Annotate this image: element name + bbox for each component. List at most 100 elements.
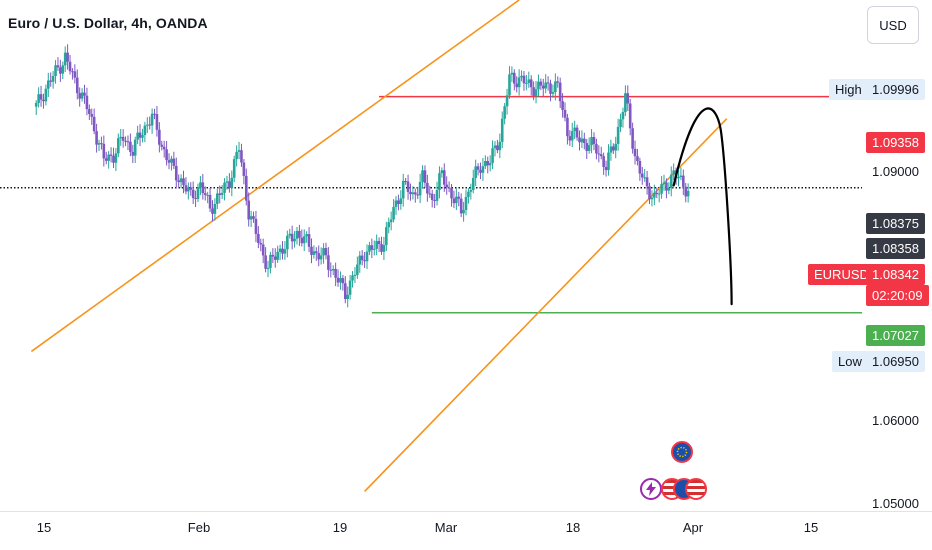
candle-body bbox=[578, 137, 581, 143]
candle-body bbox=[80, 92, 84, 99]
candle-body bbox=[527, 79, 531, 83]
channel-line bbox=[30, 0, 520, 353]
candle-body bbox=[604, 166, 608, 171]
chart-title: Euro / U.S. Dollar, 4h, OANDA bbox=[8, 15, 208, 31]
candle-body bbox=[343, 283, 347, 300]
candle-body bbox=[684, 186, 688, 197]
candle-body bbox=[54, 65, 57, 76]
candle-body bbox=[633, 148, 637, 157]
candle-body bbox=[266, 267, 270, 269]
candle-body bbox=[199, 182, 202, 188]
candle-body bbox=[471, 178, 475, 190]
candle-body bbox=[442, 170, 446, 185]
candle-body bbox=[92, 116, 96, 132]
candle-body bbox=[95, 131, 98, 145]
candle-body bbox=[158, 129, 161, 145]
candle-body bbox=[232, 159, 236, 178]
candle-body bbox=[414, 192, 417, 195]
candle-body bbox=[455, 196, 458, 204]
lightning-event-icon[interactable] bbox=[640, 478, 662, 500]
candle-body bbox=[435, 190, 439, 201]
candle-body bbox=[348, 280, 352, 295]
candle-body bbox=[677, 177, 680, 179]
candle-body bbox=[109, 154, 113, 156]
candle-body bbox=[155, 114, 159, 130]
candle-body bbox=[556, 81, 560, 83]
candle-body bbox=[537, 81, 540, 90]
candle-body bbox=[331, 268, 335, 271]
eu-flag-event-icon[interactable] bbox=[671, 441, 693, 463]
candle-body bbox=[276, 251, 279, 260]
candle-body bbox=[488, 163, 492, 166]
candle-body bbox=[541, 85, 545, 89]
candle-body bbox=[433, 199, 436, 201]
candle-body bbox=[131, 151, 135, 156]
candle-body bbox=[438, 173, 441, 191]
candle-body bbox=[170, 158, 173, 163]
candle-body bbox=[655, 192, 659, 195]
candle-body bbox=[356, 264, 359, 275]
candle-body bbox=[602, 156, 605, 167]
candle-body bbox=[315, 251, 318, 254]
candle-body bbox=[249, 216, 253, 220]
currency-button[interactable]: USD bbox=[867, 6, 919, 44]
candle-body bbox=[500, 118, 504, 142]
candle-body bbox=[286, 235, 289, 250]
candle-body bbox=[624, 93, 627, 113]
candle-body bbox=[141, 135, 144, 138]
candle-body bbox=[208, 194, 212, 209]
candle-body bbox=[631, 128, 634, 149]
candle-body bbox=[353, 274, 357, 276]
candle-body bbox=[102, 143, 106, 159]
candle-body bbox=[177, 180, 180, 183]
candle-body bbox=[520, 75, 523, 78]
candle-body bbox=[257, 233, 260, 243]
candle-body bbox=[662, 182, 666, 185]
candle-body bbox=[295, 230, 299, 239]
candle-body bbox=[261, 244, 265, 256]
candle-body bbox=[119, 136, 123, 139]
candle-body bbox=[334, 268, 337, 278]
candle-body bbox=[558, 82, 562, 102]
candle-body bbox=[583, 138, 586, 144]
us-flag-event-icon[interactable] bbox=[685, 478, 707, 500]
candle-body bbox=[269, 254, 272, 268]
candle-body bbox=[503, 106, 506, 119]
candle-body bbox=[150, 113, 154, 126]
candle-body bbox=[100, 143, 103, 145]
candle-body bbox=[288, 233, 292, 236]
candle-body bbox=[213, 203, 217, 214]
candle-body bbox=[568, 136, 572, 141]
candle-body bbox=[544, 82, 547, 89]
candle-body bbox=[273, 256, 277, 260]
candle-body bbox=[237, 150, 241, 152]
candle-body bbox=[616, 126, 620, 144]
candle-body bbox=[88, 109, 91, 115]
candle-body bbox=[145, 124, 149, 126]
candle-body bbox=[312, 251, 316, 255]
candle-body bbox=[271, 254, 275, 257]
candle-body bbox=[609, 146, 613, 153]
candle-body bbox=[474, 166, 477, 179]
candle-body bbox=[56, 65, 60, 68]
candle-body bbox=[479, 169, 482, 173]
candle-body bbox=[179, 178, 183, 183]
candle-body bbox=[75, 77, 79, 94]
candle-body bbox=[117, 138, 120, 154]
candle-body bbox=[394, 200, 398, 207]
candle-body bbox=[580, 138, 584, 143]
candle-body bbox=[430, 193, 434, 200]
candle-body bbox=[597, 153, 601, 155]
low-label-tag: Low bbox=[832, 351, 868, 372]
candle-body bbox=[657, 193, 661, 195]
candle-body bbox=[452, 198, 456, 204]
candle-body bbox=[363, 260, 366, 262]
x-tick-label: 15 bbox=[36, 520, 52, 535]
candle-body bbox=[496, 145, 499, 151]
candle-body bbox=[667, 188, 671, 191]
candle-body bbox=[372, 248, 376, 250]
candle-body bbox=[585, 143, 589, 151]
candle-body bbox=[90, 114, 94, 117]
candle-body bbox=[358, 255, 362, 265]
